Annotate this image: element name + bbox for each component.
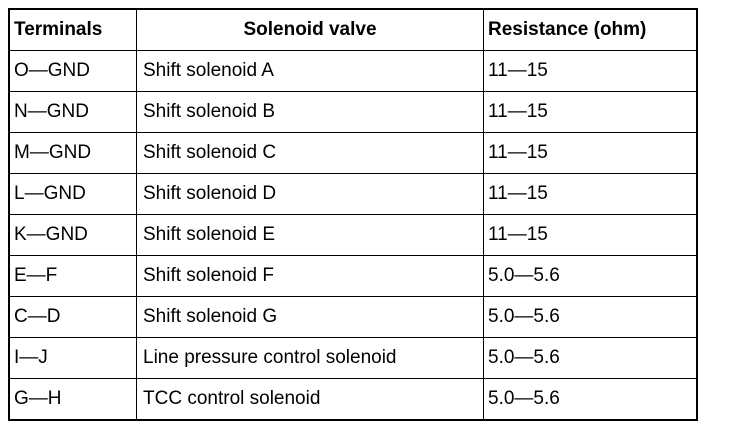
table-cell: 11—15 bbox=[483, 214, 698, 256]
header-row: Terminals Solenoid valve Resistance (ohm) bbox=[8, 8, 698, 51]
table-cell: 11—15 bbox=[483, 91, 698, 133]
table-body: O—GND Shift solenoid A 11—15 N—GND Shift sol… bbox=[8, 50, 698, 421]
table-cell: TCC control solenoid bbox=[136, 378, 484, 421]
table-cell: Shift solenoid E bbox=[136, 214, 484, 256]
header-cell: Resistance (ohm) bbox=[483, 8, 698, 51]
table-cell: Line pressure control solenoid bbox=[136, 337, 484, 379]
table-row: G—H TCC control solenoid 5.0—5.6 bbox=[8, 378, 698, 421]
table-cell: K—GND bbox=[8, 214, 137, 256]
table-cell: 5.0—5.6 bbox=[483, 296, 698, 338]
table-cell: 11—15 bbox=[483, 132, 698, 174]
table-cell: M—GND bbox=[8, 132, 137, 174]
table-row: E—F Shift solenoid F 5.0—5.6 bbox=[8, 255, 698, 297]
table-cell: L—GND bbox=[8, 173, 137, 215]
table-row: K—GND Shift solenoid E 11—15 bbox=[8, 214, 698, 256]
table-cell: 11—15 bbox=[483, 173, 698, 215]
header-cell: Solenoid valve bbox=[136, 8, 484, 51]
table-cell: C—D bbox=[8, 296, 137, 338]
table-cell: 11—15 bbox=[483, 50, 698, 92]
header-cell: Terminals bbox=[8, 8, 137, 51]
table-cell: G—H bbox=[8, 378, 137, 421]
table-cell: 5.0—5.6 bbox=[483, 378, 698, 421]
table-cell: Shift solenoid G bbox=[136, 296, 484, 338]
table-cell: Shift solenoid B bbox=[136, 91, 484, 133]
resistance-table: Terminals Solenoid valve Resistance (ohm) … bbox=[8, 8, 698, 421]
table-row: O—GND Shift solenoid A 11—15 bbox=[8, 50, 698, 92]
table-row: I—J Line pressure control solenoid 5.0—5.6 bbox=[8, 337, 698, 379]
table-cell: N—GND bbox=[8, 91, 137, 133]
table-cell: O—GND bbox=[8, 50, 137, 92]
table-row: M—GND Shift solenoid C 11—15 bbox=[8, 132, 698, 174]
table-cell: I—J bbox=[8, 337, 137, 379]
table-cell: E—F bbox=[8, 255, 137, 297]
table-cell: Shift solenoid A bbox=[136, 50, 484, 92]
table-cell: 5.0—5.6 bbox=[483, 337, 698, 379]
table-cell: Shift solenoid D bbox=[136, 173, 484, 215]
table-cell: Shift solenoid F bbox=[136, 255, 484, 297]
table-cell: Shift solenoid C bbox=[136, 132, 484, 174]
table-row: L—GND Shift solenoid D 11—15 bbox=[8, 173, 698, 215]
table-row: N—GND Shift solenoid B 11—15 bbox=[8, 91, 698, 133]
table-row: C—D Shift solenoid G 5.0—5.6 bbox=[8, 296, 698, 338]
table-cell: 5.0—5.6 bbox=[483, 255, 698, 297]
